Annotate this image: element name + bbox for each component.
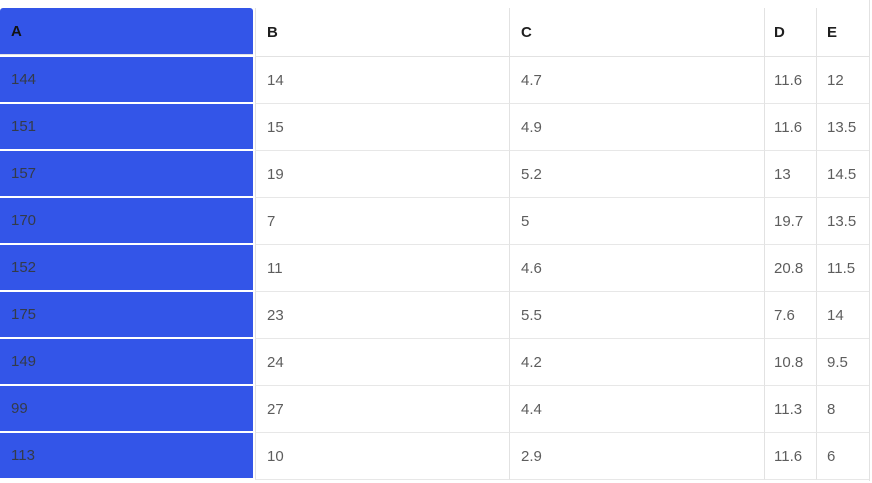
cell-B2[interactable]: 15 (255, 104, 510, 151)
cell-D3[interactable]: 13 (765, 151, 817, 198)
cell-C4[interactable]: 5 (510, 198, 765, 245)
column-header-A[interactable]: A (0, 8, 253, 55)
table-row: 175 23 5.5 7.6 14 (0, 292, 872, 339)
cell-A9[interactable]: 113 (0, 433, 253, 478)
cell-B1[interactable]: 14 (255, 57, 510, 104)
cell-B6[interactable]: 23 (255, 292, 510, 339)
cell-B7[interactable]: 24 (255, 339, 510, 386)
table-row: 113 10 2.9 11.6 6 (0, 433, 872, 480)
column-header-D[interactable]: D (765, 8, 817, 57)
column-header-C[interactable]: C (510, 8, 765, 57)
table-right-border (869, 0, 870, 481)
cell-E1[interactable]: 12 (817, 57, 870, 104)
cell-A3[interactable]: 157 (0, 151, 253, 196)
cell-E3[interactable]: 14.5 (817, 151, 870, 198)
cell-C2[interactable]: 4.9 (510, 104, 765, 151)
cell-C5[interactable]: 4.6 (510, 245, 765, 292)
table-row: 149 24 4.2 10.8 9.5 (0, 339, 872, 386)
column-header-E[interactable]: E (817, 8, 870, 57)
cell-D9[interactable]: 11.6 (765, 433, 817, 480)
cell-A8[interactable]: 99 (0, 386, 253, 431)
cell-B4[interactable]: 7 (255, 198, 510, 245)
column-header-B[interactable]: B (255, 8, 510, 57)
cell-B5[interactable]: 11 (255, 245, 510, 292)
cell-B8[interactable]: 27 (255, 386, 510, 433)
cell-D2[interactable]: 11.6 (765, 104, 817, 151)
cell-C1[interactable]: 4.7 (510, 57, 765, 104)
cell-D4[interactable]: 19.7 (765, 198, 817, 245)
top-margin (0, 0, 872, 8)
cell-E4[interactable]: 13.5 (817, 198, 870, 245)
cell-D5[interactable]: 20.8 (765, 245, 817, 292)
table-row: 151 15 4.9 11.6 13.5 (0, 104, 872, 151)
cell-C6[interactable]: 5.5 (510, 292, 765, 339)
table-row: 152 11 4.6 20.8 11.5 (0, 245, 872, 292)
cell-C8[interactable]: 4.4 (510, 386, 765, 433)
cell-A7[interactable]: 149 (0, 339, 253, 384)
table-row: 99 27 4.4 11.3 8 (0, 386, 872, 433)
cell-E2[interactable]: 13.5 (817, 104, 870, 151)
table-row: 144 14 4.7 11.6 12 (0, 57, 872, 104)
cell-B3[interactable]: 19 (255, 151, 510, 198)
cell-C7[interactable]: 4.2 (510, 339, 765, 386)
data-table: A B C D E 144 14 4.7 11.6 12 151 15 4.9 11.6 13.5 157 19… (0, 8, 872, 480)
cell-A1[interactable]: 144 (0, 57, 253, 102)
table-row: 170 7 5 19.7 13.5 (0, 198, 872, 245)
cell-C3[interactable]: 5.2 (510, 151, 765, 198)
cell-C9[interactable]: 2.9 (510, 433, 765, 480)
cell-B9[interactable]: 10 (255, 433, 510, 480)
cell-A5[interactable]: 152 (0, 245, 253, 290)
cell-D8[interactable]: 11.3 (765, 386, 817, 433)
cell-E8[interactable]: 8 (817, 386, 870, 433)
cell-E6[interactable]: 14 (817, 292, 870, 339)
cell-E7[interactable]: 9.5 (817, 339, 870, 386)
cell-E9[interactable]: 6 (817, 433, 870, 480)
cell-D7[interactable]: 10.8 (765, 339, 817, 386)
cell-D1[interactable]: 11.6 (765, 57, 817, 104)
cell-A2[interactable]: 151 (0, 104, 253, 149)
table-row: 157 19 5.2 13 14.5 (0, 151, 872, 198)
cell-A4[interactable]: 170 (0, 198, 253, 243)
cell-D6[interactable]: 7.6 (765, 292, 817, 339)
cell-E5[interactable]: 11.5 (817, 245, 870, 292)
cell-A6[interactable]: 175 (0, 292, 253, 337)
